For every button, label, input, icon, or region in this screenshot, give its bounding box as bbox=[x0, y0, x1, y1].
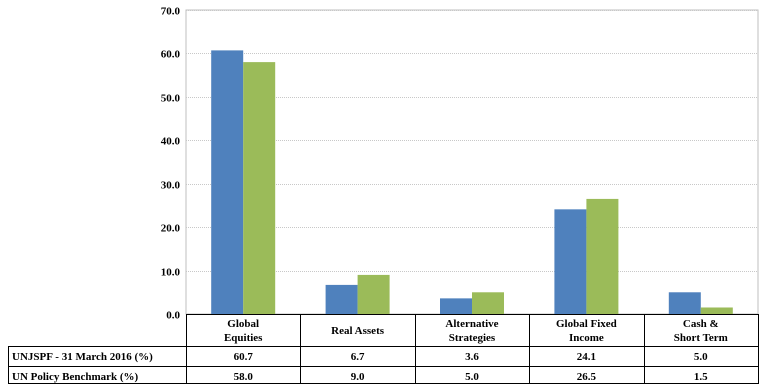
bar-benchmark-1 bbox=[357, 274, 390, 314]
data-value-label: 3.6 bbox=[465, 351, 479, 363]
data-value-label: 26.5 bbox=[577, 371, 597, 383]
category-label: Real Assets bbox=[331, 325, 385, 337]
data-value-label: 24.1 bbox=[577, 351, 596, 363]
series-row-label: UNJSPF - 31 March 2016 (%) bbox=[12, 351, 153, 363]
series-row-label: UN Policy Benchmark (%) bbox=[12, 371, 139, 383]
y-tick-label: 50.0 bbox=[161, 93, 181, 105]
data-value-label: 1.5 bbox=[694, 371, 708, 383]
y-tick-label: 70.0 bbox=[161, 6, 181, 18]
category-label: Strategies bbox=[449, 332, 496, 344]
bar-unjspf-3 bbox=[554, 209, 587, 314]
bar-unjspf-4 bbox=[668, 292, 701, 314]
data-value-label: 5.0 bbox=[465, 371, 479, 383]
category-label: Global bbox=[227, 318, 259, 330]
y-tick-label: 30.0 bbox=[161, 180, 181, 192]
y-tick-label: 20.0 bbox=[161, 223, 181, 235]
y-axis: 0.0 10.0 20.0 30.0 40.0 50.0 60.0 70.0 bbox=[161, 6, 181, 322]
bar-benchmark-3 bbox=[586, 198, 619, 314]
y-tick-label: 60.0 bbox=[161, 49, 181, 61]
bar-benchmark-2 bbox=[472, 292, 504, 314]
data-value-label: 6.7 bbox=[351, 351, 365, 363]
bar-unjspf-2 bbox=[440, 298, 472, 314]
category-label: Cash & bbox=[683, 318, 719, 330]
category-label: Alternative bbox=[445, 318, 498, 330]
data-value-label: 9.0 bbox=[351, 371, 365, 383]
category-label: Short Term bbox=[674, 332, 728, 344]
category-label: Income bbox=[569, 332, 604, 344]
bar-benchmark-0 bbox=[243, 62, 276, 314]
category-label: Equities bbox=[224, 332, 263, 344]
data-value-label: 58.0 bbox=[234, 371, 254, 383]
data-value-label: 5.0 bbox=[694, 351, 708, 363]
y-tick-label: 0.0 bbox=[166, 310, 180, 322]
bars bbox=[211, 50, 733, 314]
category-label: Global Fixed bbox=[556, 318, 617, 330]
data-table: Global Equities Real Assets Alternative Stra… bbox=[8, 314, 759, 384]
data-value-label: 60.7 bbox=[234, 351, 254, 363]
y-tick-label: 40.0 bbox=[161, 136, 181, 148]
bar-unjspf-1 bbox=[325, 284, 358, 314]
bar-unjspf-0 bbox=[211, 50, 244, 314]
bar-benchmark-4 bbox=[700, 307, 733, 314]
y-tick-label: 10.0 bbox=[161, 267, 181, 279]
